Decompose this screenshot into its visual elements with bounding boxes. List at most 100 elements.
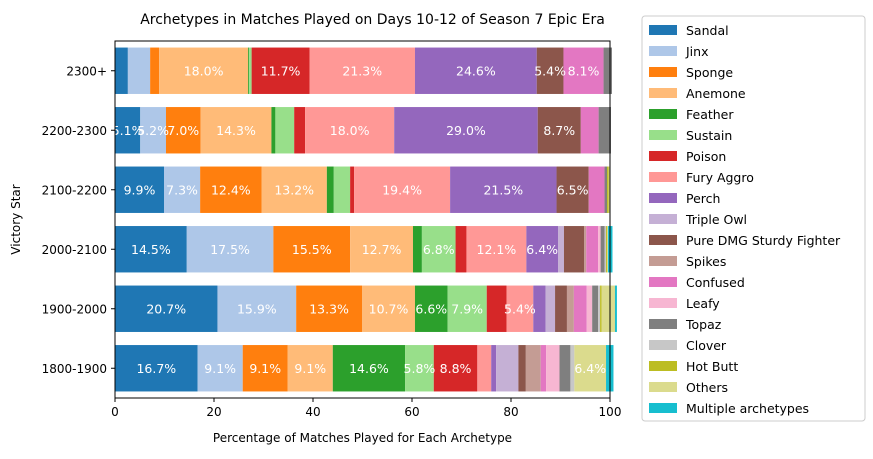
bar-topaz-22002300: [598, 107, 611, 154]
bar-perch-20002100: [526, 226, 559, 273]
bar-topaz-19002000: [592, 285, 599, 332]
bar-sandal-20002100: [115, 226, 187, 273]
x-tick-label: 40: [305, 405, 320, 419]
bar-perch-22002300: [394, 107, 538, 154]
legend-swatch: [649, 277, 677, 287]
bar-sponge-20002100: [273, 226, 351, 273]
legend-box: [641, 15, 866, 422]
x-tick-label: 20: [206, 405, 221, 419]
x-tick-label: 80: [503, 405, 518, 419]
data-label: 5.8%: [404, 361, 436, 376]
bar-jinx-2300: [127, 47, 151, 94]
legend-label: Sponge: [686, 65, 733, 80]
bar-jinx-18001900: [197, 345, 243, 392]
bar-sustain-22002300: [275, 107, 295, 154]
plot-frame: [114, 40, 611, 399]
data-label: 24.6%: [456, 63, 496, 78]
bar-topaz-21002200: [604, 166, 608, 213]
data-label: 13.2%: [274, 182, 314, 197]
y-tick-label: 2200-2300: [42, 124, 107, 138]
bar-confused-20002100: [586, 226, 599, 273]
bar-fury-aggro-2300: [309, 47, 415, 94]
data-label: 21.5%: [483, 182, 523, 197]
bar-jinx-22002300: [140, 107, 166, 154]
data-label: 15.5%: [292, 242, 332, 257]
legend-label: Hot Butt: [686, 359, 738, 374]
data-label: 13.3%: [309, 301, 349, 316]
data-label: 14.5%: [131, 242, 171, 257]
bar-fury-aggro-18001900: [477, 345, 492, 392]
data-label: 12.1%: [477, 242, 517, 257]
bar-pure-dmg-sturdy-fighter-18001900: [518, 345, 526, 392]
data-label: 8.8%: [440, 361, 472, 376]
bar-leafy-19002000: [586, 285, 593, 332]
legend-swatch: [649, 193, 677, 203]
bar-fury-aggro-21002200: [354, 166, 451, 213]
legend-swatch: [649, 109, 677, 119]
data-label: 9.1%: [249, 361, 281, 376]
data-label: 12.4%: [211, 182, 251, 197]
bar-anemone-18001900: [287, 345, 333, 392]
legend-label: Feather: [686, 107, 734, 122]
bar-sponge-18001900: [242, 345, 288, 392]
bar-anemone-19002000: [362, 285, 415, 332]
legend-label: Clover: [686, 338, 727, 353]
bar-jinx-20002100: [186, 226, 274, 273]
data-label: 14.3%: [216, 123, 256, 138]
data-label: 6.8%: [423, 242, 455, 257]
y-tick-label: 2100-2200: [42, 183, 107, 197]
bar-feather-21002200: [326, 166, 334, 213]
bar-sustain-18001900: [405, 345, 434, 392]
data-label: 17.5%: [210, 242, 250, 257]
data-label: 7.0%: [167, 123, 199, 138]
bar-jinx-19002000: [217, 285, 297, 332]
bar-poison-2300: [251, 47, 310, 94]
bar-sandal-21002200: [115, 166, 164, 213]
bar-anemone-20002100: [350, 226, 413, 273]
data-label: 12.7%: [362, 242, 402, 257]
bar-sustain-20002100: [421, 226, 456, 273]
bar-spikes-20002100: [584, 226, 587, 273]
bar-sandal-2300: [115, 47, 128, 94]
bar-feather-2300: [248, 47, 250, 94]
legend-swatch: [649, 151, 677, 161]
legend-swatch: [649, 25, 677, 35]
data-label: 6.6%: [415, 301, 447, 316]
bar-anemone-22002300: [200, 107, 272, 154]
bar-hot-butt-21002200: [607, 166, 609, 213]
data-label: 29.0%: [446, 123, 486, 138]
legend-label: Perch: [686, 191, 720, 206]
bar-sustain-21002200: [333, 166, 351, 213]
bar-sponge-19002000: [296, 285, 363, 332]
bar-perch-2300: [414, 47, 537, 94]
data-label: 5.1%: [112, 123, 144, 138]
bar-fury-aggro-19002000: [506, 285, 534, 332]
legend-swatch: [649, 67, 677, 77]
data-label: 7.3%: [166, 182, 198, 197]
bar-triple-owl-20002100: [558, 226, 564, 273]
legend-swatch: [649, 214, 677, 224]
legend-label: Jinx: [685, 44, 708, 59]
bar-spikes-19002000: [566, 285, 574, 332]
legend-swatch: [649, 319, 677, 329]
bar-others-20002100: [607, 226, 609, 273]
legend-label: Sandal: [686, 23, 729, 38]
bar-others-18001900: [574, 345, 607, 392]
data-label: 18.0%: [330, 123, 370, 138]
bar-triple-owl-19002000: [545, 285, 556, 332]
bar-sponge-22002300: [165, 107, 201, 154]
data-label: 9.9%: [124, 182, 156, 197]
bar-clover-19002000: [598, 285, 601, 332]
legend-swatch: [649, 403, 677, 413]
bar-pure-dmg-sturdy-fighter-22002300: [537, 107, 581, 154]
bar-feather-18001900: [332, 345, 406, 392]
bar-perch-19002000: [533, 285, 546, 332]
axes-layer: 0 20 40 60 80 100 2300+ 2200-2300 2100-2200 2000-…: [42, 40, 621, 419]
bar-confused-19002000: [573, 285, 587, 332]
bar-fury-aggro-20002100: [466, 226, 527, 273]
legend-label: Anemone: [686, 86, 746, 101]
data-label: 14.6%: [349, 361, 389, 376]
data-label: 7.9%: [451, 301, 483, 316]
data-label: 8.1%: [568, 63, 600, 78]
